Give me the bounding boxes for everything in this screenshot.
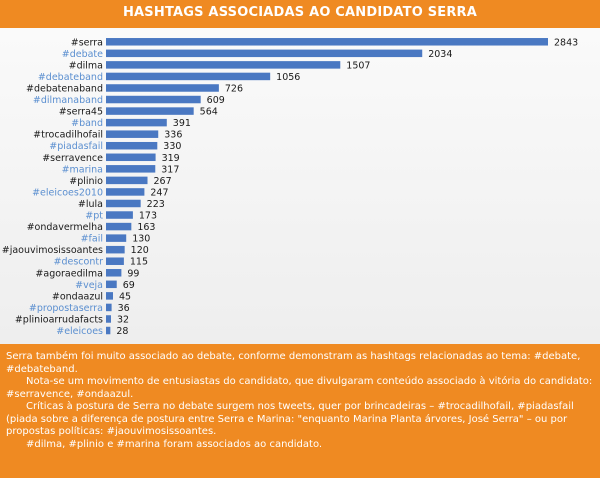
category-label-jaouvimosissoantes: #jaouvimosissoantes xyxy=(2,245,103,256)
bar-serravence xyxy=(106,153,156,162)
bar-propostaserra xyxy=(106,303,112,312)
value-label-dilmanaband: 609 xyxy=(207,95,225,106)
category-label-dilmanaband: #dilmanaband xyxy=(33,95,103,106)
bar-descontr xyxy=(106,257,124,265)
category-label-eleicoes2010: #eleicoes2010 xyxy=(32,187,103,198)
commentary-paragraph-1: Serra também foi muito associado ao deba… xyxy=(6,351,581,375)
value-label-ondavermelha: 163 xyxy=(137,222,155,233)
bar-pt xyxy=(106,211,133,219)
bar-debate xyxy=(106,49,423,58)
category-label-fail: #fail xyxy=(81,234,103,245)
category-label-marina: #marina xyxy=(62,164,103,175)
value-label-dilma: 1507 xyxy=(346,60,370,71)
value-label-descontr: 115 xyxy=(130,257,148,268)
bar-fail xyxy=(106,234,127,242)
category-label-debateband: #debateband xyxy=(38,72,103,83)
value-label-serra: 2843 xyxy=(554,37,578,48)
commentary-paragraph-2: Nota-se um movimento de entusiastas do c… xyxy=(6,376,593,400)
category-label-descontr: #descontr xyxy=(54,257,104,268)
category-label-agoraedilma: #agoraedilma xyxy=(35,268,103,279)
value-label-serravence: 319 xyxy=(162,153,180,164)
category-label-plinioarrudafacts: #plinioarrudafacts xyxy=(15,314,103,325)
bar-veja xyxy=(106,280,117,289)
commentary-paragraph-4: #dilma, #plinio e #marina foram associad… xyxy=(26,438,323,450)
value-label-marina: 317 xyxy=(161,164,179,175)
bar-ondavermelha xyxy=(106,222,132,231)
category-label-piadasfail: #piadasfail xyxy=(49,141,103,152)
value-label-agoraedilma: 99 xyxy=(127,268,139,279)
category-label-ondavermelha: #ondavermelha xyxy=(27,222,103,233)
value-label-propostaserra: 36 xyxy=(118,303,130,314)
commentary-paragraph-3: Críticas à postura de Serra no debate su… xyxy=(6,401,574,437)
bar-eleicoes xyxy=(106,326,111,335)
bar-marina xyxy=(106,165,156,173)
category-label-veja: #veja xyxy=(75,280,103,291)
category-label-band: #band xyxy=(71,118,103,129)
bar-debateband xyxy=(106,72,271,81)
value-label-fail: 130 xyxy=(132,234,150,245)
bar-dilmanaband xyxy=(106,95,201,104)
category-label-eleicoes: #eleicoes xyxy=(56,326,103,337)
page-title: HASHTAGS ASSOCIADAS AO CANDIDATO SERRA xyxy=(122,5,478,20)
value-label-jaouvimosissoantes: 120 xyxy=(131,245,149,256)
value-label-band: 391 xyxy=(173,118,191,129)
category-label-debate: #debate xyxy=(62,49,103,60)
commentary-panel: Serra também foi muito associado ao deba… xyxy=(0,344,600,478)
value-label-pt: 173 xyxy=(139,211,157,222)
bar-trocadilhofail xyxy=(106,130,159,138)
value-label-debatenaband: 726 xyxy=(225,83,243,94)
value-label-plinioarrudafacts: 32 xyxy=(117,314,129,325)
title-banner: HASHTAGS ASSOCIADAS AO CANDIDATO SERRA xyxy=(0,0,600,28)
value-label-piadasfail: 330 xyxy=(163,141,181,152)
bar-serra xyxy=(106,38,548,46)
category-label-debatenaband: #debatenaband xyxy=(26,83,103,94)
value-label-lula: 223 xyxy=(147,199,165,210)
category-label-ondaazul: #ondaazul xyxy=(52,291,103,302)
bar-serra45 xyxy=(106,107,194,115)
value-label-ondaazul: 45 xyxy=(119,291,131,302)
category-label-lula: #lula xyxy=(78,199,103,210)
value-label-plinio: 267 xyxy=(154,176,172,187)
value-label-debateband: 1056 xyxy=(276,72,300,83)
hashtag-bar-chart: #serra 2843 #debate 2034 #dilma 1507 #debateba… xyxy=(2,37,578,337)
bar-debatenaband xyxy=(106,84,219,92)
bar-piadasfail xyxy=(106,141,158,150)
bar-plinioarrudafacts xyxy=(106,315,111,323)
category-label-trocadilhofail: #trocadilhofail xyxy=(33,130,103,141)
value-label-serra45: 564 xyxy=(200,107,218,118)
category-label-serra: #serra xyxy=(71,37,103,48)
bar-plinio xyxy=(106,176,148,185)
value-label-eleicoes2010: 247 xyxy=(150,187,168,198)
category-label-serra45: #serra45 xyxy=(59,107,103,118)
bar-lula xyxy=(106,199,141,208)
bar-agoraedilma xyxy=(106,269,122,277)
category-label-pt: #pt xyxy=(85,211,103,222)
value-label-eleicoes: 28 xyxy=(116,326,128,337)
category-label-serravence: #serravence xyxy=(42,153,103,164)
bar-jaouvimosissoantes xyxy=(106,245,125,254)
bar-ondaazul xyxy=(106,292,113,300)
value-label-debate: 2034 xyxy=(428,49,452,60)
bar-eleicoes2010 xyxy=(106,188,145,196)
chart-area: #serra 2843 #debate 2034 #dilma 1507 #debateba… xyxy=(0,28,600,344)
value-label-veja: 69 xyxy=(123,280,135,291)
category-label-plinio: #plinio xyxy=(69,176,103,187)
category-label-propostaserra: #propostaserra xyxy=(29,303,103,314)
bar-band xyxy=(106,118,167,127)
value-label-trocadilhofail: 336 xyxy=(164,130,182,141)
bar-dilma xyxy=(106,61,341,69)
category-label-dilma: #dilma xyxy=(69,60,103,71)
